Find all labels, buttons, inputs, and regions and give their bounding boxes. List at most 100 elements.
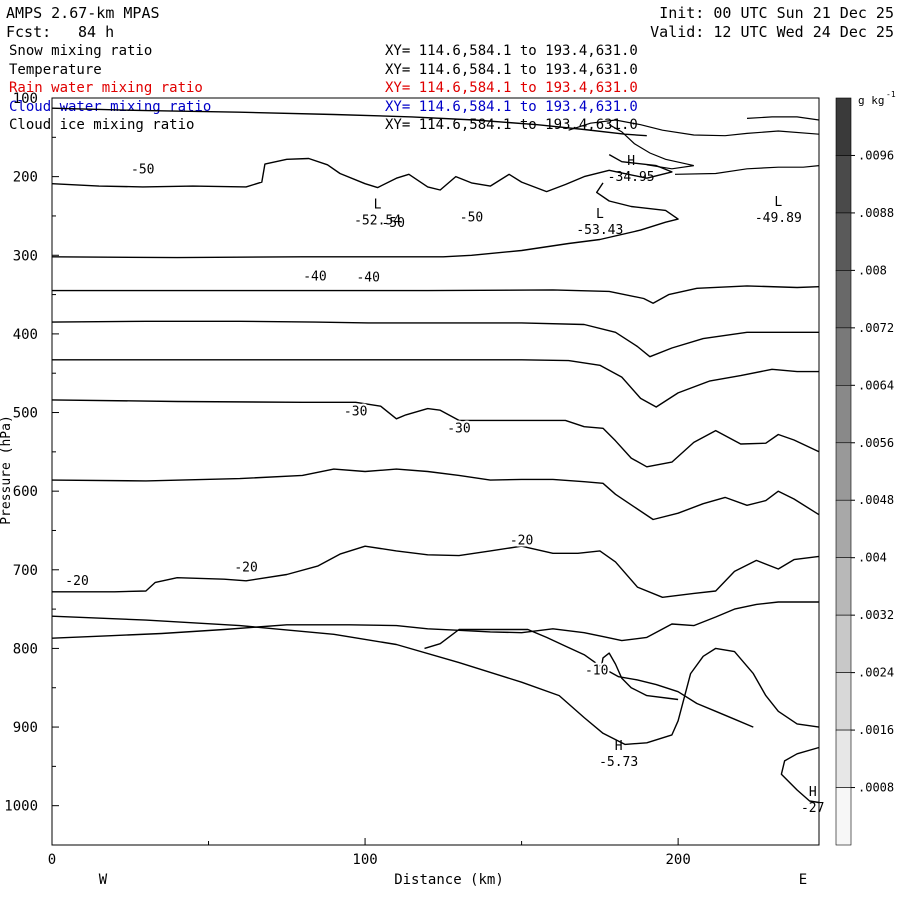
field-xy-range: XY= 114.6,584.1 to 193.4,631.0	[385, 43, 638, 59]
y-tick-label: 800	[13, 641, 38, 657]
isotherm-line	[52, 285, 820, 304]
west-label: W	[99, 872, 108, 888]
extremum-marker: L	[774, 195, 782, 210]
valid-time: Valid: 12 UTC Wed 24 Dec 25	[650, 23, 894, 41]
colorbar-tick-label: .0072	[858, 321, 894, 335]
contour-label-layer: -50-50 -50-40 -40-30-30-20-20-20-10H-34.95…	[63, 154, 824, 816]
extremum-marker: H	[615, 739, 623, 754]
colorbar-tick-label: .0016	[858, 723, 894, 737]
contour-label: -20	[234, 560, 257, 575]
x-tick-label: 200	[665, 852, 690, 868]
y-axis-title: Pressure (hPa)	[0, 415, 14, 525]
field-xy-range: XY= 114.6,584.1 to 193.4,631.0	[385, 117, 638, 133]
colorbar: .0096 .0088 .008 .0072 .0064 .0056 .0048 .004 .0…	[835, 90, 896, 846]
colorbar-swatch	[835, 442, 852, 501]
isotherm-line	[51, 107, 647, 137]
field-name: Cloud ice mixing ratio	[9, 117, 195, 133]
extremum-marker: H	[809, 785, 817, 800]
y-tick-label: 300	[13, 248, 38, 264]
field-name: Snow mixing ratio	[9, 43, 153, 59]
y-tick-label: 600	[13, 484, 38, 500]
extremum-marker: H	[627, 154, 635, 169]
forecast-label: Fcst:	[6, 23, 52, 41]
isotherm-line	[780, 746, 820, 804]
y-tick-label: 1000	[4, 799, 38, 815]
colorbar-tick-label: .0032	[858, 608, 894, 622]
colorbar-tick-label: .0064	[858, 378, 894, 392]
contour-label: -40	[303, 269, 326, 284]
colorbar-swatch	[835, 270, 852, 329]
x-tick-label: 100	[352, 852, 377, 868]
field-xy-range: XY= 114.6,584.1 to 193.4,631.0	[385, 61, 638, 78]
colorbar-swatch	[835, 614, 852, 673]
y-tick-label: 900	[13, 720, 38, 736]
colorbar-swatch	[835, 212, 852, 271]
snow-contour	[674, 165, 820, 175]
field-xy-range: XY= 114.6,584.1 to 193.4,631.0	[385, 98, 638, 115]
x-tick-label: 0	[48, 852, 56, 868]
east-label: E	[799, 872, 807, 888]
contour-layer	[51, 107, 820, 804]
isotherm-line	[51, 320, 819, 358]
extremum-value: -5.73	[599, 755, 638, 770]
field-name: Temperature	[9, 61, 102, 78]
y-tick-label: 200	[13, 170, 38, 186]
colorbar-unit-exponent: -1	[886, 90, 896, 99]
isotherm-line	[599, 652, 679, 701]
field-name: Rain water mixing ratio	[9, 80, 203, 96]
extremum-value: -27	[801, 801, 824, 816]
y-tick-label: 400	[13, 327, 38, 343]
y-tick-label: 500	[13, 406, 38, 422]
colorbar-tick-label: .0096	[858, 148, 894, 162]
contour-label: -20	[65, 574, 88, 589]
colorbar-tick-label: .0048	[858, 493, 894, 507]
contour-label: -50	[381, 216, 404, 231]
colorbar-tick-label: .0008	[858, 781, 894, 795]
contour-label: -10	[585, 663, 608, 678]
colorbar-swatch	[835, 729, 852, 788]
colorbar-tick-label: .0056	[858, 436, 894, 450]
field-xy-range: XY= 114.6,584.1 to 193.4,631.0	[385, 80, 638, 96]
colorbar-swatch	[835, 672, 852, 731]
x-axis-title: Distance (km)	[394, 872, 504, 888]
colorbar-swatch	[835, 97, 852, 156]
isotherm-line	[51, 601, 819, 642]
extremum-value: -52.54	[354, 213, 401, 228]
colorbar-swatch	[835, 557, 852, 616]
y-tick-label: 100	[13, 91, 38, 107]
colorbar-tick-label: .004	[858, 551, 887, 565]
extremum-value: -49.89	[755, 211, 802, 226]
contour-label: -20	[510, 534, 533, 549]
colorbar-tick-label: .008	[858, 263, 887, 277]
cloud-ice-contour	[746, 116, 820, 121]
colorbar-swatch	[835, 385, 852, 444]
colorbar-swatch	[835, 499, 852, 558]
extremum-marker: L	[374, 197, 382, 212]
isotherm-line	[51, 153, 673, 193]
contour-label: -40	[356, 270, 379, 285]
isotherm-line	[51, 615, 820, 746]
y-tick-label: 700	[13, 563, 38, 579]
forecast-hours: 84 h	[78, 23, 115, 41]
extremum-value: -34.95	[608, 170, 655, 185]
contour-label: -50	[131, 163, 154, 178]
extremum-marker: L	[596, 207, 604, 222]
isotherm-line	[52, 359, 819, 408]
colorbar-swatch	[835, 155, 852, 214]
plot-frame	[51, 97, 820, 846]
colorbar-swatch	[835, 327, 852, 386]
cloud-ice-contour	[608, 124, 694, 170]
init-time: Init: 00 UTC Sun 21 Dec 25	[659, 4, 894, 22]
contour-label: -30	[344, 405, 367, 420]
cloud-ice-contour	[568, 119, 820, 137]
contour-label: -30	[447, 421, 470, 436]
colorbar-unit: g kg	[858, 94, 885, 107]
isotherm-line	[424, 628, 754, 728]
colorbar-tick-label: .0024	[858, 666, 894, 680]
colorbar-tick-label: .0088	[858, 206, 894, 220]
axes-layer: 100 200 300 400 500 600 700 800 900 1000 0 100 200	[4, 91, 690, 868]
isotherm-line	[51, 399, 820, 468]
isotherm-line	[52, 545, 820, 598]
colorbar-swatch	[835, 787, 852, 846]
